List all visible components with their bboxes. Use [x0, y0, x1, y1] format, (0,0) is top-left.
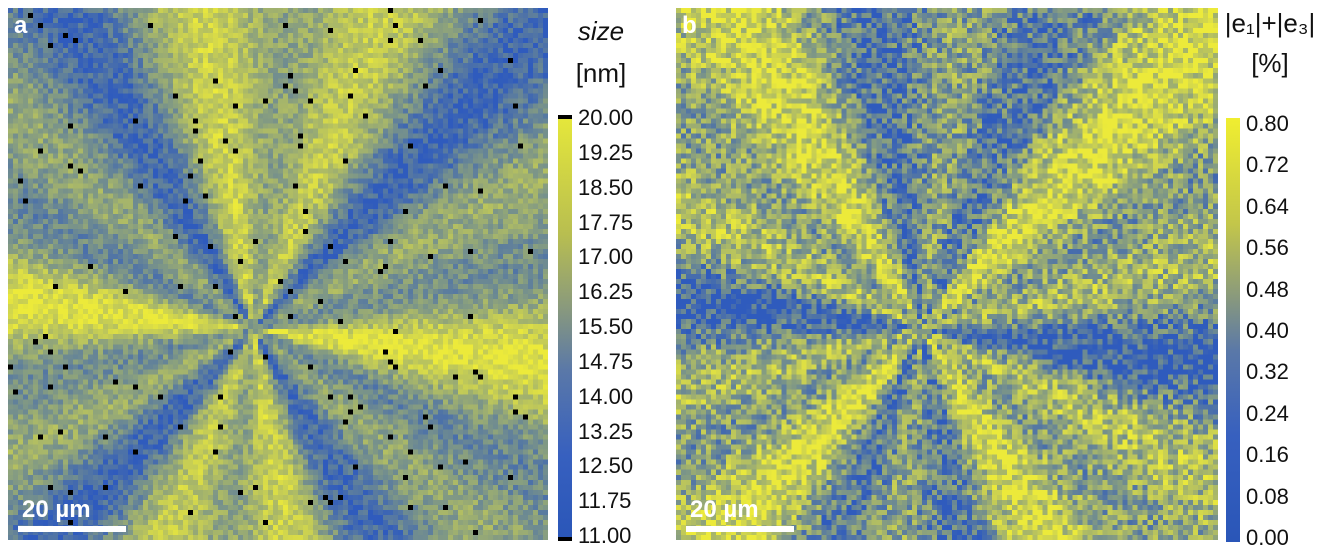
size-map-panel: a 20 µm: [8, 8, 548, 540]
scale-bar-label-b: 20 µm: [690, 496, 759, 523]
scale-bar-b: [686, 526, 794, 532]
panel-label-a: a: [14, 12, 28, 39]
colorbar-tick-label: 0.64: [1246, 193, 1289, 219]
colorbar-tick-label: 0.72: [1246, 152, 1289, 178]
colorbar-tick-label: 16.25: [578, 279, 634, 305]
colorbar-tick-label: 0.48: [1246, 276, 1289, 302]
colorbar-a-overflow-marker: [558, 115, 572, 119]
colorbar-tick-label: 18.50: [578, 174, 634, 200]
colorbar-tick-label: 17.00: [578, 244, 634, 270]
strain-map-panel: b 20 µm: [676, 8, 1218, 540]
colorbar-tick-label: 0.00: [1246, 525, 1289, 550]
scale-bar-a: [18, 526, 126, 532]
panel-label-b: b: [682, 12, 697, 39]
colorbar-tick-label: 19.25: [578, 139, 634, 165]
colorbar-tick-label: 20.00: [578, 105, 634, 130]
colorbar-b-title: |e₁|+|e₃|: [1224, 8, 1316, 38]
scale-bar-label-a: 20 µm: [22, 496, 91, 523]
colorbar-tick-label: 12.50: [578, 453, 634, 479]
colorbar-tick-label: 0.56: [1246, 235, 1289, 261]
size-map-image: [8, 8, 548, 540]
colorbar-b: [1226, 118, 1240, 542]
colorbar-tick-label: 0.80: [1246, 111, 1289, 136]
colorbar-a: [558, 115, 572, 541]
colorbar-tick-label: 15.50: [578, 314, 634, 339]
colorbar-tick-label: 0.24: [1246, 400, 1289, 426]
colorbar-a-underflow-marker: [558, 537, 572, 541]
colorbar-a-unit: [nm]: [575, 58, 627, 88]
colorbar-tick-label: 0.08: [1246, 483, 1289, 509]
colorbar-tick-label: 11.00: [578, 523, 632, 548]
strain-map-image: [676, 8, 1218, 540]
colorbar-tick-label: 0.32: [1246, 359, 1289, 385]
colorbar-tick-label: 14.75: [578, 348, 634, 374]
colorbar-a-title: size: [577, 16, 625, 46]
colorbar-b-unit: [%]: [1251, 48, 1289, 78]
colorbar-tick-label: 17.75: [578, 209, 634, 235]
colorbar-tick-label: 0.16: [1246, 442, 1289, 468]
colorbar-tick-label: 14.00: [578, 383, 634, 409]
colorbar-tick-label: 13.25: [578, 418, 634, 444]
colorbar-tick-label: 0.40: [1246, 318, 1289, 343]
colorbar-tick-label: 11.75: [578, 488, 632, 514]
